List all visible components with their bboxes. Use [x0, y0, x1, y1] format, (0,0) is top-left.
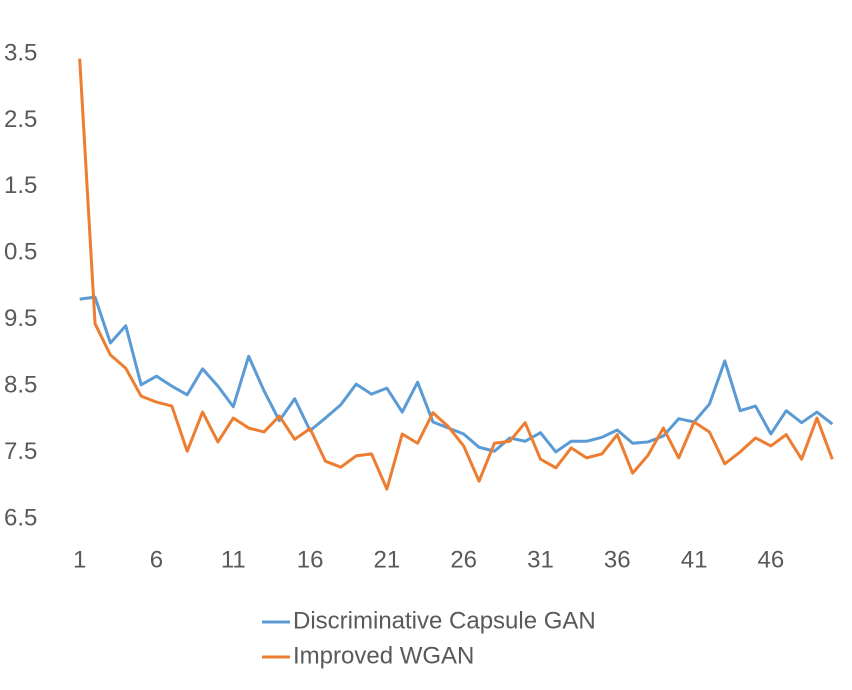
y-tick-label: 8.5 [4, 371, 37, 398]
legend-label: Discriminative Capsule GAN [293, 607, 596, 634]
x-tick-label: 21 [374, 546, 401, 573]
x-tick-label: 1 [73, 546, 86, 573]
x-tick-label: 46 [758, 546, 785, 573]
y-tick-label: 6.5 [4, 504, 37, 531]
y-tick-label: 3.5 [4, 39, 37, 66]
y-tick-label: 7.5 [4, 438, 37, 465]
series-line [79, 295, 834, 454]
legend-label: Improved WGAN [293, 642, 474, 669]
series-line [78, 58, 834, 491]
y-tick-label: 1.5 [4, 172, 37, 199]
x-tick-label: 11 [221, 546, 246, 573]
y-tick-label: 9.5 [4, 305, 37, 332]
x-tick-label: 36 [604, 546, 631, 573]
x-tick-label: 16 [297, 546, 324, 573]
y-tick-label: 0.5 [4, 239, 37, 266]
x-tick-label: 41 [681, 546, 708, 573]
y-tick-label: 2.5 [4, 106, 37, 133]
x-tick-label: 31 [527, 546, 554, 573]
x-tick-label: 26 [450, 546, 477, 573]
x-tick-label: 6 [150, 546, 163, 573]
